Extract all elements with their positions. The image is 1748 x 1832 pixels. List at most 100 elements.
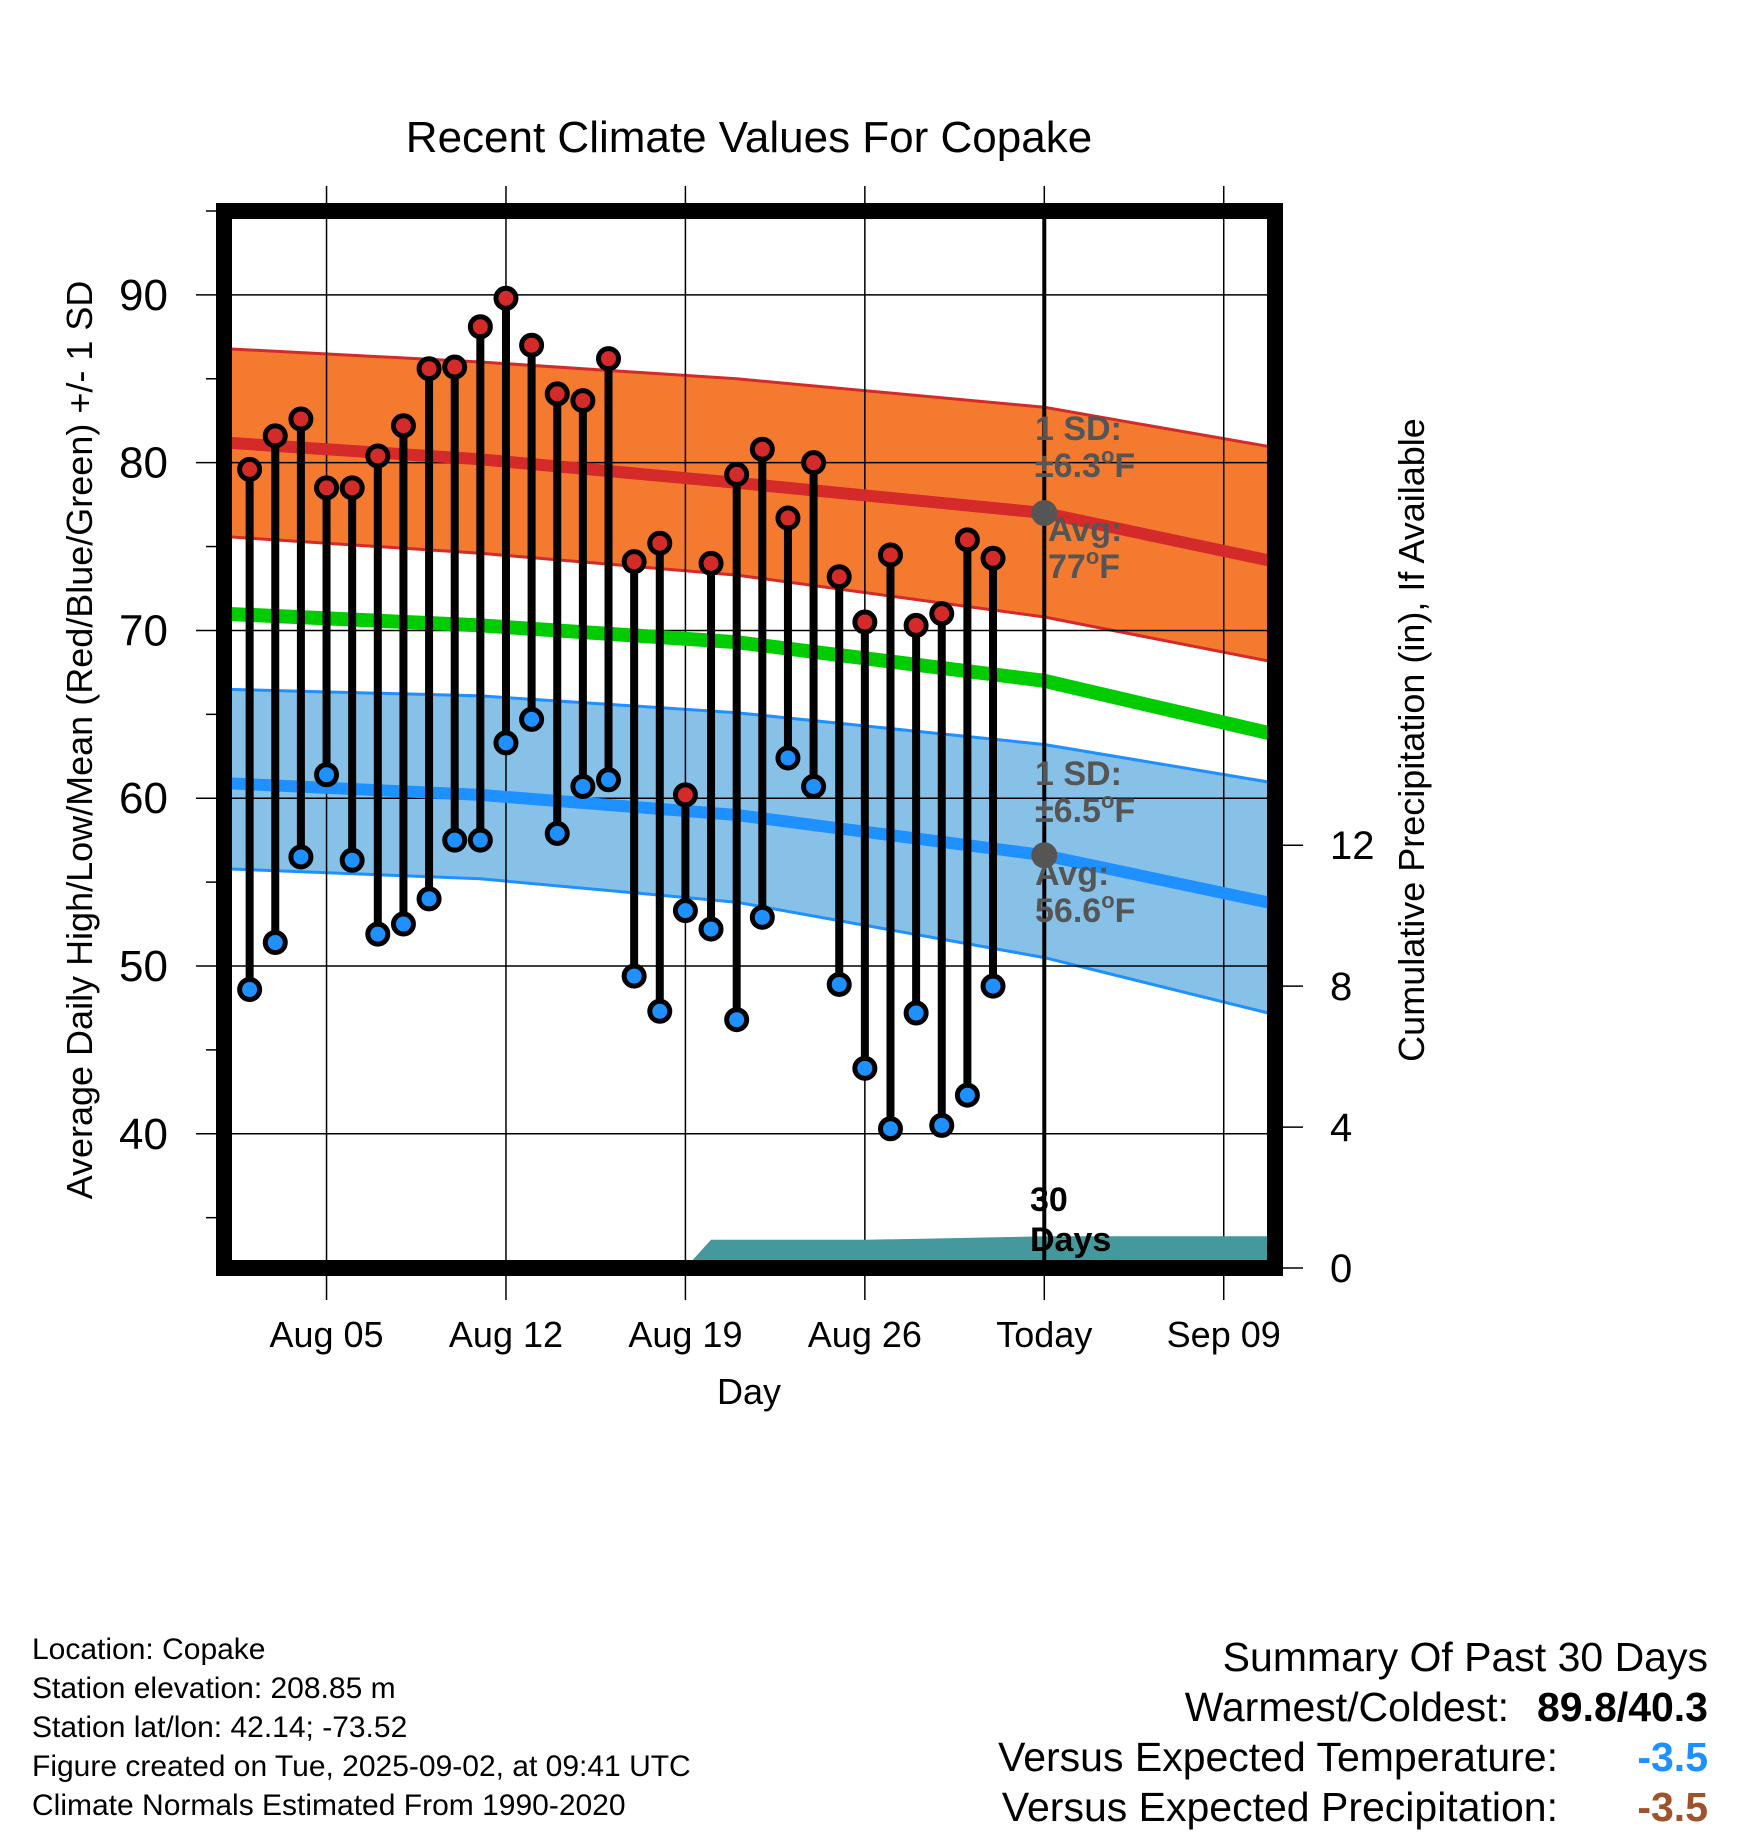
station-info: Location: Copake Station elevation: 208.… xyxy=(32,1630,691,1825)
daily-high-point xyxy=(749,436,775,462)
low-avg-marker xyxy=(1031,842,1058,869)
daily-low-point xyxy=(442,827,468,853)
daily-low-point xyxy=(852,1055,878,1081)
daily-high-point xyxy=(621,549,647,575)
high-avg-label: Avg: xyxy=(1048,511,1122,549)
daily-low-point xyxy=(647,998,673,1024)
y-tick-label: 60 xyxy=(119,774,168,823)
daily-low-point xyxy=(237,976,263,1002)
y-tick-label: 70 xyxy=(119,606,168,655)
location-text: Location: Copake xyxy=(32,1633,266,1666)
created-text: Figure created on Tue, 2025-09-02, at 09… xyxy=(32,1750,691,1783)
y-axis-label-left: Average Daily High/Low/Mean (Red/Blue/Gr… xyxy=(59,281,100,1200)
low-sd-label: 1 SD: xyxy=(1035,755,1122,793)
daily-low-point xyxy=(339,847,365,873)
annotation-value: 56.6 xyxy=(1035,892,1101,930)
daily-low-point xyxy=(698,916,724,942)
daily-high-point xyxy=(826,564,852,590)
unit-f: F xyxy=(1099,548,1120,586)
y2-tick-label: 8 xyxy=(1330,965,1352,1009)
daily-low-point xyxy=(903,1000,929,1026)
x-tick-label: Aug 26 xyxy=(808,1314,922,1355)
daily-high-point xyxy=(672,782,698,808)
summary-warm-cold: Warmest/Coldest: 89.8/40.3 xyxy=(998,1682,1708,1732)
daily-high-point xyxy=(775,505,801,531)
daily-low-point xyxy=(596,767,622,793)
daily-low-point xyxy=(775,745,801,771)
summary-heading: Summary Of Past 30 Days xyxy=(1222,1634,1708,1680)
y2-tick-label: 4 xyxy=(1330,1106,1352,1150)
daily-high-point xyxy=(724,461,750,487)
daily-low-point xyxy=(672,898,698,924)
annotation-value: ±6.3 xyxy=(1035,447,1101,485)
daily-low-point xyxy=(801,773,827,799)
degree-sign: o xyxy=(1086,544,1099,569)
low-avg-label: Avg: xyxy=(1035,855,1109,893)
temp-label: Versus Expected Temperature: xyxy=(998,1734,1558,1780)
daily-high-point xyxy=(288,406,314,432)
coldest-value: 40.3 xyxy=(1628,1684,1708,1730)
temp-deviation-value: -3.5 xyxy=(1637,1734,1708,1780)
daily-high-point xyxy=(237,456,263,482)
daily-high-point xyxy=(647,530,673,556)
x-tick-label: Today xyxy=(996,1314,1092,1355)
daily-high-point xyxy=(390,413,416,439)
daily-high-point xyxy=(262,423,288,449)
y-axis-label-right: Cumulative Precipitation (in), If Availa… xyxy=(1391,418,1432,1062)
elevation-text: Station elevation: 208.85 m xyxy=(32,1672,396,1705)
y-tick-label: 50 xyxy=(119,942,168,991)
summary-temp-row: Versus Expected Temperature: -3.5 xyxy=(998,1732,1708,1782)
x-tick-label: Aug 12 xyxy=(449,1314,563,1355)
unit-f: F xyxy=(1114,792,1135,830)
daily-low-point xyxy=(262,930,288,956)
daily-low-point xyxy=(390,911,416,937)
daily-low-point xyxy=(288,844,314,870)
daily-high-point xyxy=(467,314,493,340)
daily-low-point xyxy=(954,1082,980,1108)
unit-f: F xyxy=(1115,892,1136,930)
daily-high-point xyxy=(365,443,391,469)
daily-high-point xyxy=(416,356,442,382)
degree-sign: o xyxy=(1101,888,1114,913)
warmest-value: 89.8 xyxy=(1536,1684,1617,1730)
high-sd-value: ±6.3oF xyxy=(1035,443,1135,485)
days-label-word: Days xyxy=(1030,1221,1111,1259)
daily-high-point xyxy=(980,545,1006,571)
precip-label: Versus Expected Precipitation: xyxy=(1001,1784,1558,1830)
daily-high-point xyxy=(442,354,468,380)
latlon-text: Station lat/lon: 42.14; -73.52 xyxy=(32,1711,408,1744)
high-sd-label: 1 SD: xyxy=(1035,410,1122,448)
low-sd-value: ±6.5oF xyxy=(1035,788,1135,830)
chart-title: Recent Climate Values For Copake xyxy=(406,113,1092,162)
daily-low-point xyxy=(416,886,442,912)
daily-high-point xyxy=(519,332,545,358)
daily-high-point xyxy=(570,388,596,414)
daily-high-point xyxy=(544,381,570,407)
daily-high-point xyxy=(929,601,955,627)
plot-frame xyxy=(216,203,1283,1276)
daily-high-point xyxy=(314,475,340,501)
daily-high-point xyxy=(596,346,622,372)
precip-deviation-value: -3.5 xyxy=(1637,1784,1708,1830)
high-sd-upper-edge xyxy=(223,347,1276,450)
daily-low-point xyxy=(544,820,570,846)
annotation-value: ±6.5 xyxy=(1035,792,1101,830)
x-tick-label: Sep 09 xyxy=(1167,1314,1281,1355)
daily-low-point xyxy=(365,921,391,947)
daily-low-point xyxy=(493,730,519,756)
daily-low-point xyxy=(929,1112,955,1138)
high-sd-band xyxy=(224,348,1275,663)
days-label-number: 30 xyxy=(1030,1181,1068,1219)
daily-low-point xyxy=(826,971,852,997)
daily-low-point xyxy=(877,1116,903,1142)
daily-low-point xyxy=(749,904,775,930)
daily-low-point xyxy=(724,1007,750,1033)
high-avg-marker xyxy=(1031,500,1058,526)
low-avg-value: 56.6oF xyxy=(1035,888,1135,930)
daily-high-point xyxy=(954,527,980,553)
daily-low-point xyxy=(621,963,647,989)
daily-high-point xyxy=(903,612,929,638)
daily-high-point xyxy=(801,450,827,476)
degree-sign: o xyxy=(1101,443,1114,468)
daily-low-point xyxy=(980,973,1006,999)
